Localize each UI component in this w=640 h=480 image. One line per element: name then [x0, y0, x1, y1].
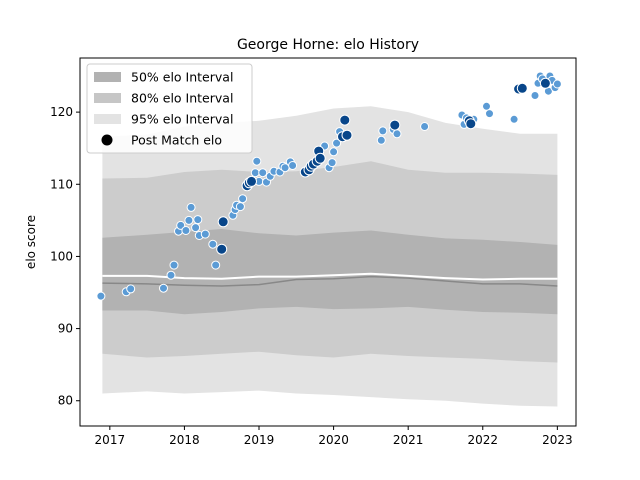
- data-point: [170, 261, 178, 269]
- data-point: [194, 216, 202, 224]
- data-point: [192, 224, 200, 232]
- data-point: [251, 169, 259, 177]
- data-point: [315, 153, 325, 163]
- y-tick-label: 90: [58, 322, 73, 336]
- data-point: [247, 176, 257, 186]
- x-tick-label: 2023: [542, 433, 573, 447]
- chart-title: George Horne: elo History: [237, 37, 419, 53]
- y-axis-label: elo score: [24, 215, 38, 269]
- data-point: [218, 217, 228, 227]
- data-point: [236, 203, 244, 211]
- data-point: [342, 130, 352, 140]
- legend-label: Post Match elo: [131, 133, 222, 148]
- legend-label: 95% elo Interval: [131, 112, 233, 127]
- y-tick-label: 80: [58, 394, 73, 408]
- legend-label: 50% elo Interval: [131, 70, 233, 85]
- data-point: [328, 159, 336, 167]
- data-point: [330, 148, 338, 156]
- data-point: [259, 169, 267, 177]
- legend-marker: [102, 135, 113, 146]
- data-point: [517, 83, 527, 93]
- data-point: [187, 203, 195, 211]
- data-point: [486, 110, 494, 118]
- legend-swatch: [94, 114, 121, 124]
- data-point: [466, 119, 476, 129]
- data-point: [379, 127, 387, 135]
- data-point: [253, 157, 261, 165]
- data-point: [217, 244, 227, 254]
- data-point: [483, 102, 491, 110]
- data-point: [340, 115, 350, 125]
- legend-label: 80% elo Interval: [131, 91, 233, 106]
- data-point: [393, 130, 401, 138]
- x-tick-label: 2022: [467, 433, 498, 447]
- data-point: [160, 284, 168, 292]
- data-point: [239, 195, 247, 203]
- y-tick-label: 110: [50, 177, 73, 191]
- data-point: [185, 216, 193, 224]
- data-point: [390, 120, 400, 130]
- data-point: [377, 136, 385, 144]
- x-tick-label: 2021: [393, 433, 424, 447]
- data-point: [97, 292, 105, 300]
- x-tick-label: 2017: [95, 433, 126, 447]
- data-point: [289, 162, 297, 170]
- data-point: [201, 230, 209, 238]
- legend-swatch: [94, 72, 121, 82]
- data-point: [540, 78, 550, 88]
- legend-swatch: [94, 93, 121, 103]
- x-tick-label: 2020: [318, 433, 349, 447]
- data-point: [212, 261, 220, 269]
- x-tick-label: 2018: [169, 433, 200, 447]
- data-point: [421, 123, 429, 131]
- data-point: [531, 92, 539, 100]
- y-tick-label: 100: [50, 249, 73, 263]
- data-point: [510, 115, 518, 123]
- data-point: [209, 240, 217, 248]
- data-point: [182, 227, 190, 235]
- x-tick-label: 2019: [244, 433, 275, 447]
- data-point: [167, 271, 175, 279]
- data-point: [553, 80, 561, 88]
- y-tick-label: 120: [50, 105, 73, 119]
- data-point: [127, 285, 135, 293]
- legend: 50% elo Interval 80% elo Interval 95% elo …: [87, 64, 252, 153]
